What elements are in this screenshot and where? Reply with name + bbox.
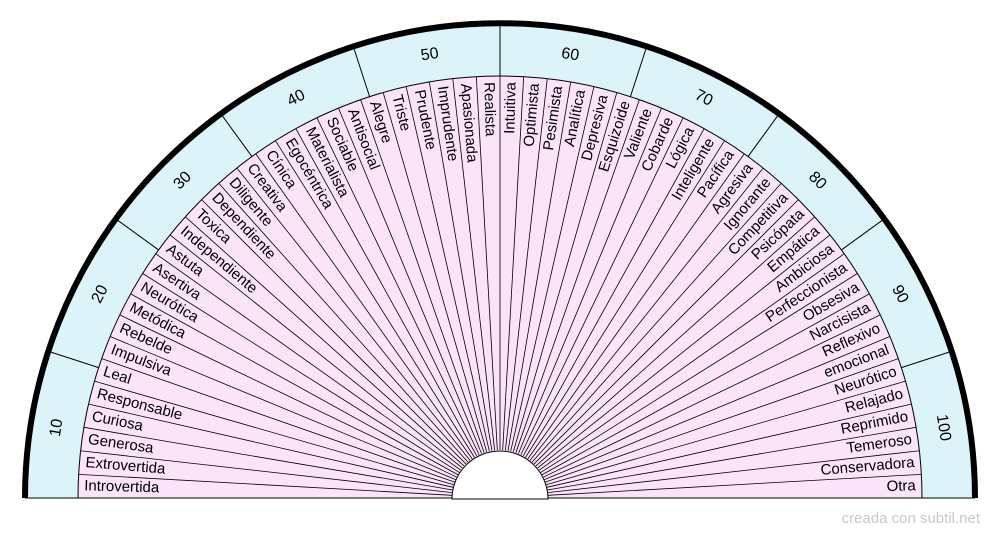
scale-divider [48,350,99,369]
scale-label: 90 [888,282,911,306]
item-divider [80,450,453,494]
item-divider [537,234,831,469]
item-divider [504,78,548,451]
scale-label: 40 [284,86,308,109]
item-divider [316,117,480,455]
item-divider [360,99,485,453]
item-label: Realista [480,82,499,137]
item-divider [544,336,891,481]
item-divider [94,380,454,486]
item-divider [502,76,525,451]
item-divider [517,107,662,454]
item-divider [255,153,473,460]
item-divider [275,140,475,458]
item-divider [475,76,498,451]
item-divider [510,86,595,452]
item-divider [169,234,463,469]
item-label: Introvertida [84,477,160,496]
item-divider [522,128,705,457]
item-divider [546,403,912,488]
item-divider [529,167,764,461]
item-label: Otra [886,477,916,495]
item-divider [155,253,462,471]
item-label: Intuitiva [501,81,519,134]
item-divider [130,293,459,476]
item-divider [83,426,453,491]
scale-label: 10 [47,418,67,438]
item-divider [547,450,920,494]
item-divider [382,92,488,452]
scale-divider [220,113,253,157]
item-divider [538,253,845,471]
item-divider [512,92,618,452]
item-divider [236,167,471,461]
scale-divider [841,218,885,251]
item-divider [527,153,745,460]
scale-label: 60 [560,45,580,65]
item-divider [507,81,572,451]
item-divider [540,273,858,473]
scale-divider [629,46,648,97]
item-divider [218,183,469,463]
item-divider [78,473,453,496]
scale-label: 20 [89,282,112,306]
item-divider [520,117,684,455]
item-divider [405,86,490,452]
scale-label: 50 [420,45,440,65]
item-divider [546,380,906,486]
credit-text: creada con subtil.net [841,510,980,527]
item-label: Extrovertida [85,454,167,478]
scale-divider [115,218,159,251]
item-divider [543,314,881,478]
item-divider [547,426,917,491]
item-divider [101,358,455,483]
item-divider [515,99,640,453]
item-label: Apasionada [457,83,481,164]
item-divider [533,199,799,465]
scale-label: 70 [692,87,716,110]
item-divider [452,78,496,451]
item-divider [545,358,899,483]
item-divider [535,216,815,467]
item-divider [547,473,922,496]
scale-dividers [48,23,952,369]
item-divider [428,81,493,451]
item-divider [88,403,454,488]
item-divider [185,216,465,467]
outer-arc [22,20,978,499]
item-divider [525,140,725,458]
center-hub [451,450,549,500]
item-divider [338,107,483,454]
scale-divider [352,46,371,97]
item-divider [109,336,456,481]
item-divider [119,314,457,478]
scale-label: 100 [933,413,954,442]
item-divider [541,293,870,476]
item-divider [295,128,478,457]
item-divider [142,273,460,473]
chart-frame [22,20,978,500]
item-label: Optimista [521,82,543,147]
item-divider [531,183,782,463]
scale-divider [747,113,780,157]
scale-divider [901,350,952,369]
item-divider [201,199,467,465]
